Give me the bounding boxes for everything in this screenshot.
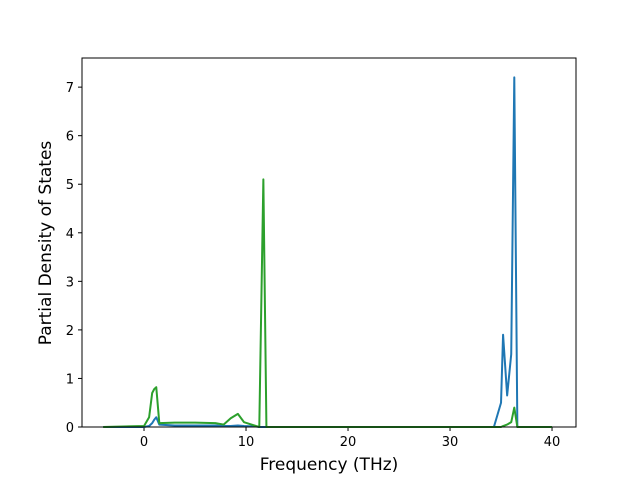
y-tick-label: 0 — [66, 421, 74, 436]
y-tick-label: 1 — [66, 372, 74, 387]
y-axis-label: Partial Density of States — [36, 141, 56, 346]
x-tick-label: 40 — [544, 435, 561, 450]
plot-frame — [81, 57, 577, 428]
y-tick-label: 2 — [66, 324, 74, 339]
x-tick-label: 10 — [238, 435, 255, 450]
x-tick-label: 20 — [340, 435, 357, 450]
y-tick-label: 7 — [66, 81, 74, 96]
y-tick-label: 4 — [66, 227, 74, 242]
x-axis-label: Frequency (THz) — [260, 455, 399, 475]
y-tick-label: 3 — [66, 275, 74, 290]
x-tick-label: 0 — [140, 435, 148, 450]
y-tick-label: 5 — [66, 178, 74, 193]
x-tick-label: 30 — [442, 435, 459, 450]
series-line — [103, 178, 553, 428]
series-line — [103, 76, 553, 428]
y-tick-label: 6 — [66, 130, 74, 145]
